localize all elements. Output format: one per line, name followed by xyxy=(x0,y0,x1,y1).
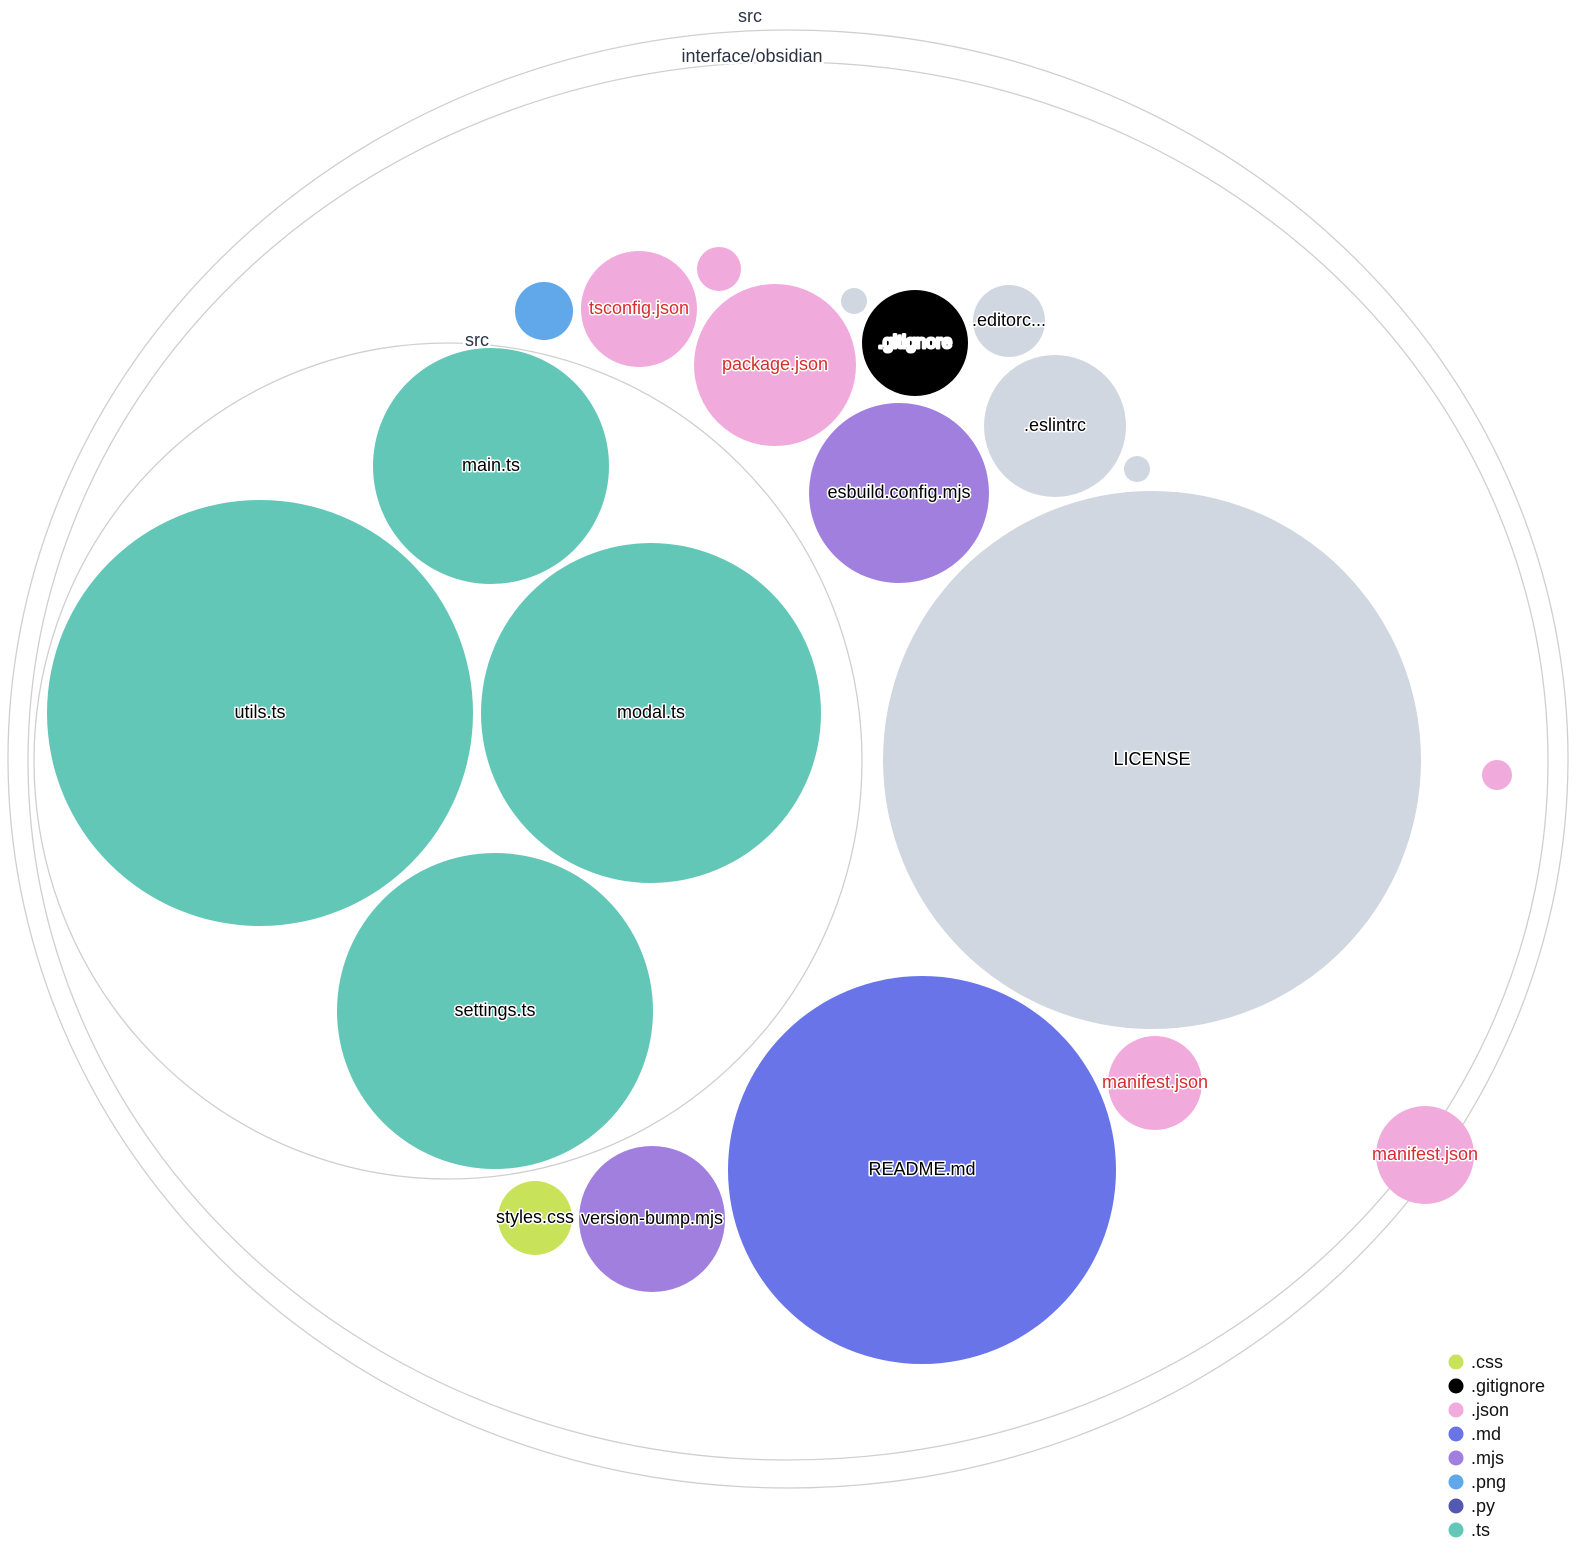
legend-item: .json xyxy=(1448,1400,1509,1420)
legend: .css .gitignore .json .md .mjs .png .py .ts xyxy=(1448,1352,1545,1540)
legend-label: .mjs xyxy=(1471,1448,1504,1468)
legend-item: .mjs xyxy=(1448,1448,1504,1468)
file-node[interactable] xyxy=(1124,456,1150,482)
legend-label: .json xyxy=(1471,1400,1509,1420)
file-node[interactable] xyxy=(1376,1106,1474,1204)
file-label: manifest.json xyxy=(1102,1072,1208,1092)
file-label: esbuild.config.mjs xyxy=(827,482,970,502)
file-node[interactable] xyxy=(984,355,1126,497)
legend-swatch xyxy=(1448,1522,1464,1538)
folder-label: src xyxy=(465,330,489,350)
file-label: tsconfig.json xyxy=(589,298,689,318)
folder-ring[interactable] xyxy=(27,61,1549,1461)
legend-swatch xyxy=(1448,1354,1464,1370)
file-label: manifest.json xyxy=(1372,1144,1478,1164)
file-node[interactable] xyxy=(337,853,653,1169)
file-label: .gitignore xyxy=(878,332,952,352)
legend-item: .py xyxy=(1448,1496,1495,1516)
legend-item: .md xyxy=(1448,1424,1501,1444)
file-node[interactable] xyxy=(515,282,573,340)
file-label: LICENSE xyxy=(1113,749,1190,769)
file-node[interactable] xyxy=(694,284,856,446)
file-node[interactable] xyxy=(862,290,968,396)
file-node[interactable] xyxy=(809,403,989,583)
file-node[interactable] xyxy=(1108,1036,1202,1130)
legend-swatch xyxy=(1448,1450,1464,1466)
file-node[interactable] xyxy=(579,1146,725,1292)
file-label: modal.ts xyxy=(617,702,685,722)
file-node[interactable] xyxy=(1482,760,1512,790)
legend-item: .gitignore xyxy=(1448,1376,1545,1396)
file-node[interactable] xyxy=(883,491,1421,1029)
file-label: main.ts xyxy=(462,455,520,475)
legend-item: .ts xyxy=(1448,1520,1490,1540)
folder-label: interface/obsidian xyxy=(681,46,822,66)
file-label: .eslintrc xyxy=(1024,415,1086,435)
file-label: version-bump.mjs xyxy=(581,1208,723,1228)
file-label: .editorc... xyxy=(972,310,1046,330)
legend-item: .css xyxy=(1448,1352,1503,1372)
file-label: README.md xyxy=(868,1159,975,1179)
file-label: package.json xyxy=(722,354,828,374)
folder-ring[interactable] xyxy=(33,342,863,1180)
legend-label: .py xyxy=(1471,1496,1495,1516)
legend-label: .gitignore xyxy=(1471,1376,1545,1396)
file-node[interactable] xyxy=(841,288,867,314)
file-label: styles.css xyxy=(496,1207,574,1227)
folder-ring[interactable] xyxy=(7,29,1569,1489)
file-node[interactable] xyxy=(498,1181,572,1255)
file-node[interactable] xyxy=(481,543,821,883)
file-node[interactable] xyxy=(47,500,473,926)
legend-item: .png xyxy=(1448,1472,1506,1492)
file-node[interactable] xyxy=(973,285,1045,357)
file-node[interactable] xyxy=(728,976,1116,1364)
legend-swatch xyxy=(1448,1474,1464,1490)
legend-label: .md xyxy=(1471,1424,1501,1444)
file-label: settings.ts xyxy=(454,1000,535,1020)
legend-swatch xyxy=(1448,1378,1464,1394)
file-node[interactable] xyxy=(697,247,741,291)
file-node[interactable] xyxy=(581,251,697,367)
folder-label: src xyxy=(738,6,762,26)
file-node[interactable] xyxy=(373,348,609,584)
file-label: utils.ts xyxy=(234,702,285,722)
legend-label: .ts xyxy=(1471,1520,1490,1540)
legend-swatch xyxy=(1448,1498,1464,1514)
legend-swatch xyxy=(1448,1426,1464,1442)
legend-label: .png xyxy=(1471,1472,1506,1492)
legend-label: .css xyxy=(1471,1352,1503,1372)
legend-swatch xyxy=(1448,1402,1464,1418)
